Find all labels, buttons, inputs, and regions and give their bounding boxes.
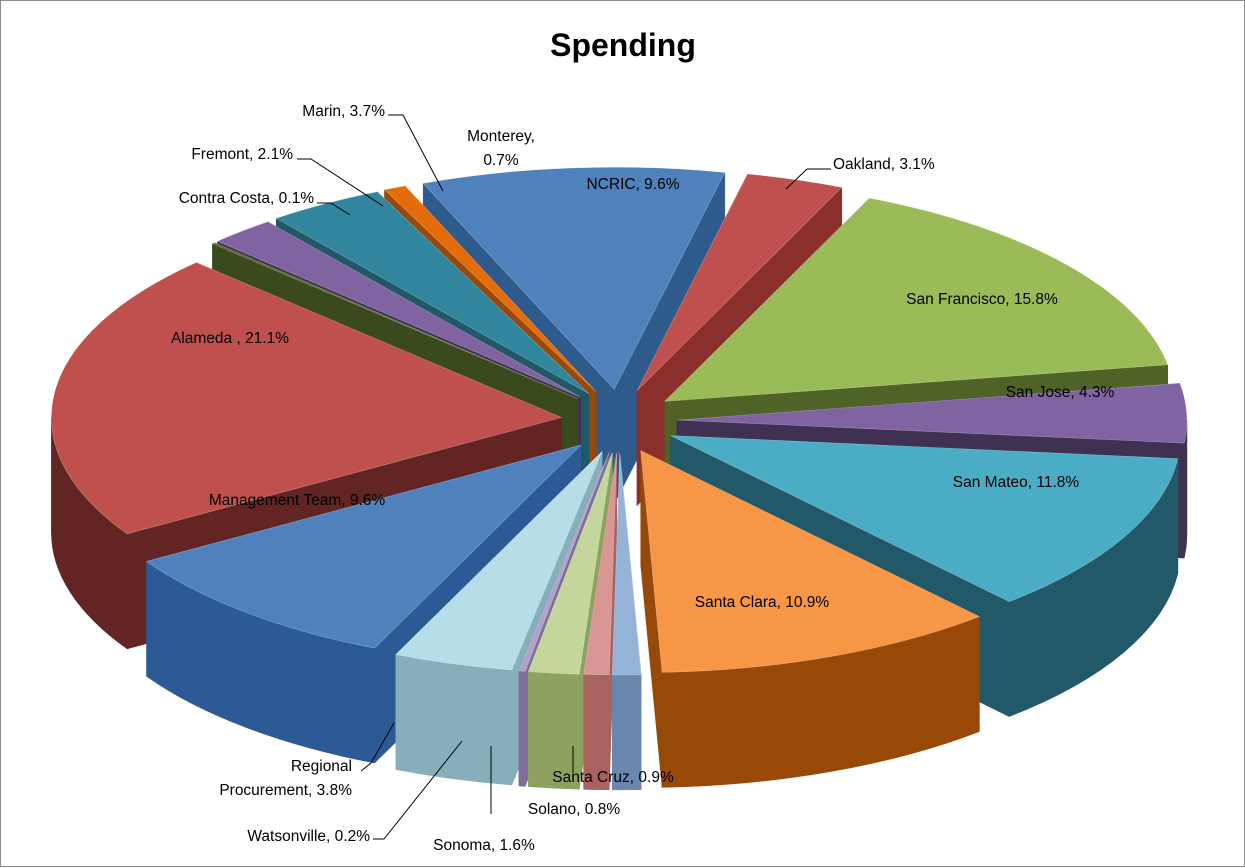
data-label-fremont: Fremont, 2.1% — [191, 146, 293, 163]
leader-line — [317, 202, 351, 216]
data-label-marin: Marin, 3.7% — [302, 103, 385, 120]
leader-line — [373, 740, 463, 840]
data-label-sonoma: Sonoma, 1.6% — [433, 837, 535, 854]
pie-slices — [51, 166, 1188, 791]
data-label-alameda: Alameda , 21.1% — [171, 330, 289, 347]
data-label-ncric: NCRIC, 9.6% — [586, 176, 679, 193]
data-label-santa-clara: Santa Clara, 10.9% — [695, 594, 830, 611]
data-label-san-francisco: San Francisco, 15.8% — [906, 291, 1058, 308]
leader-line — [360, 722, 395, 772]
pie-slice-santa-cruz — [612, 452, 642, 791]
pie-slice-solano — [583, 452, 617, 791]
data-label-regional-procurement: Regional Procurement, 3.8% — [219, 758, 352, 799]
data-label-contra-costa: Contra Costa, 0.1% — [179, 190, 314, 207]
chart-title: Spending — [550, 27, 696, 63]
data-label-watsonville: Watsonville, 0.2% — [247, 828, 370, 845]
leader-lines — [297, 114, 831, 840]
data-labels: NCRIC, 9.6% Oakland, 3.1% San Francisco, 1… — [171, 103, 1115, 854]
data-label-oakland: Oakland, 3.1% — [833, 156, 935, 173]
data-label-solano: Solano, 0.8% — [528, 801, 620, 818]
leader-line — [785, 168, 831, 190]
data-label-management-team: Management Team, 9.6% — [209, 492, 386, 509]
leader-line — [297, 158, 384, 207]
data-label-santa-cruz: Santa Cruz, 0.9% — [552, 769, 674, 786]
pie-slice-santa-clara — [640, 450, 981, 788]
data-label-san-mateo: San Mateo, 11.8% — [953, 474, 1080, 491]
data-label-san-jose: San Jose, 4.3% — [1006, 384, 1115, 401]
leader-line — [388, 114, 444, 192]
data-label-monterey: Monterey, 0.7% — [467, 128, 535, 169]
